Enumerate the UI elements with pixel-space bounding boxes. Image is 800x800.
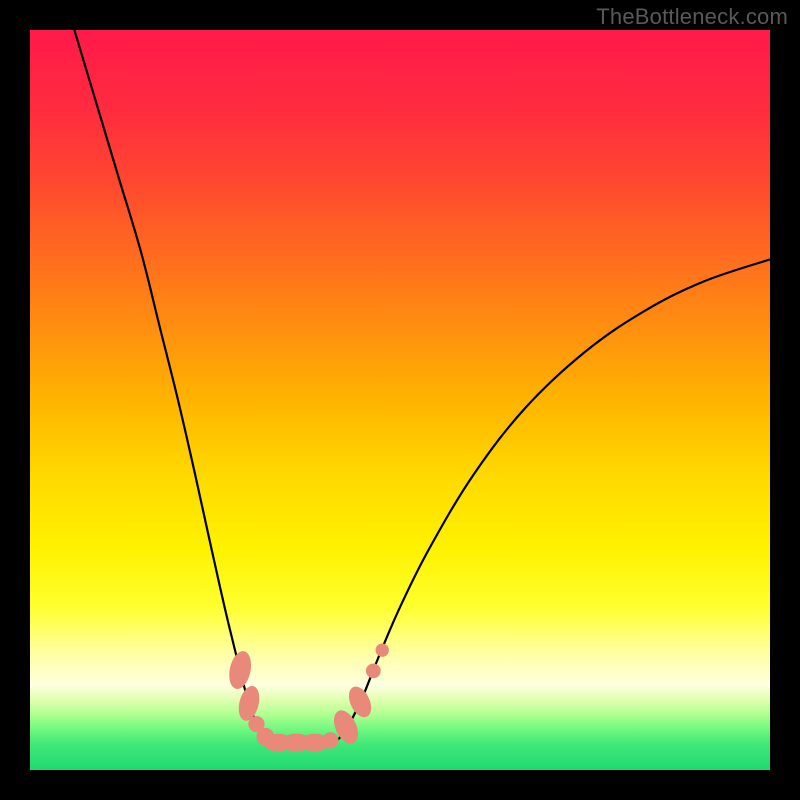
chart-background-gradient bbox=[30, 30, 770, 770]
chart-plot-area bbox=[30, 30, 770, 770]
watermark-text: TheBottleneck.com bbox=[596, 4, 788, 30]
